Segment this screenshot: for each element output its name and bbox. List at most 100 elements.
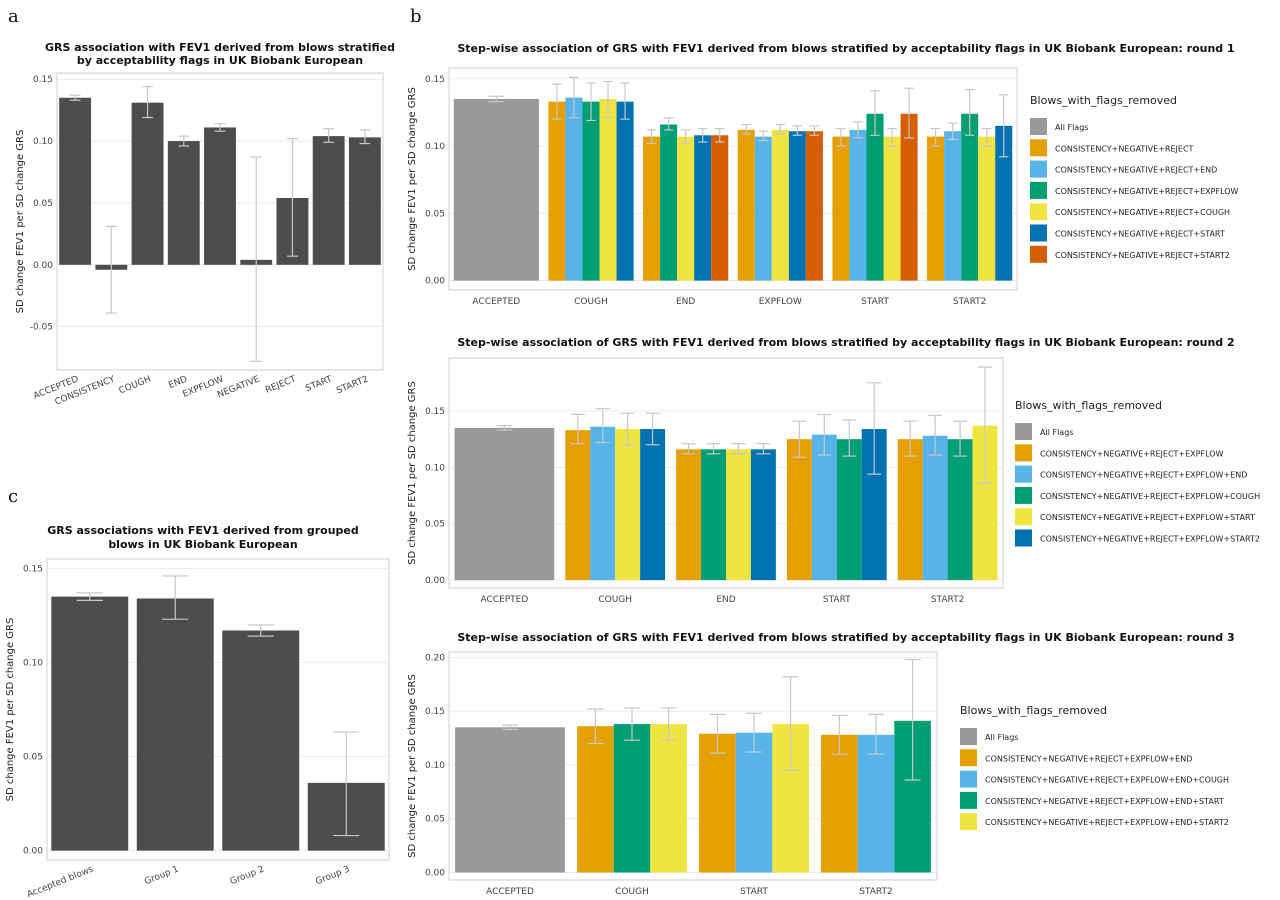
y-tick-label: 0.00 [425, 868, 445, 878]
bar [737, 129, 755, 281]
bar [805, 131, 823, 281]
bar [811, 434, 837, 581]
y-tick-label: 0.15 [33, 75, 53, 85]
bar [897, 439, 923, 581]
bar [866, 113, 884, 281]
bar [167, 141, 200, 265]
plot-panel [448, 67, 1018, 291]
bar [995, 125, 1013, 281]
legend-swatch [960, 728, 977, 745]
bar [944, 131, 962, 281]
panel-letter-b: b [410, 6, 422, 27]
x-tick-label: COUGH [118, 375, 153, 397]
bar [978, 136, 996, 281]
legend-entry: CONSISTENCY+NEGATIVE+REJECT+EXPFLOW+END+… [985, 797, 1224, 806]
bar [821, 734, 858, 873]
y-tick-label: 0.10 [425, 142, 445, 152]
bar [677, 136, 695, 281]
chart-b-round-3: 0.00 0.05 0.10 0.15 0.20 SD change FEV1 per S… [407, 631, 1235, 897]
legend-swatch [1015, 444, 1032, 462]
bar [222, 630, 300, 851]
bar [204, 127, 236, 265]
bar [565, 430, 591, 581]
bar [565, 97, 583, 281]
legend-entry: CONSISTENCY+NEGATIVE+REJECT+EXPFLOW+END+… [985, 776, 1229, 785]
bar [922, 435, 948, 581]
bar [582, 101, 600, 281]
x-tick-label: COUGH [574, 297, 608, 307]
bar [849, 129, 867, 281]
legend-swatch [1030, 203, 1047, 221]
legend-title: Blows_with_flags_removed [960, 704, 1107, 717]
y-tick-label: 0.05 [33, 199, 53, 209]
legend-title: Blows_with_flags_removed [1030, 94, 1177, 107]
bar [927, 136, 945, 281]
x-tick-label: COUGH [615, 887, 649, 897]
bar [883, 136, 901, 281]
chart-b-round-2: 0.00 0.05 0.10 0.15 SD change FEV1 per SD ch… [407, 336, 1260, 605]
chart-title: GRS associations with FEV1 derived from … [47, 524, 359, 537]
legend-swatch [960, 770, 977, 788]
chart-a: -0.05 0.00 0.05 0.10 0.15 SD change FEV1 per … [15, 41, 395, 408]
x-tick-label: START [740, 887, 768, 897]
bar [453, 98, 539, 281]
legend-swatch [1030, 118, 1047, 135]
legend-entry: All Flags [985, 733, 1018, 742]
y-tick-label: 0.10 [425, 761, 445, 771]
bar [961, 113, 979, 281]
x-tick-label: START [823, 595, 851, 605]
chart-c: 0.00 0.05 0.10 0.15 SD change FEV1 per SD ch… [5, 524, 390, 900]
bar [701, 449, 726, 581]
legend-swatch [1015, 465, 1032, 483]
bar [836, 439, 862, 581]
bar [455, 727, 565, 873]
legend-title: Blows_with_flags_removed [1015, 399, 1162, 412]
x-tick-label: Group 1 [143, 865, 180, 888]
bar [454, 427, 555, 581]
bar [548, 101, 566, 281]
bar [640, 429, 666, 581]
bar [577, 726, 614, 873]
x-tick-label: COUGH [598, 595, 632, 605]
bar [348, 137, 381, 265]
bar [650, 724, 687, 873]
x-tick-label: START2 [859, 887, 893, 897]
x-tick-label: REJECT [264, 374, 298, 395]
chart-b-round-1: 0.00 0.05 0.10 0.15 SD change FEV1 per SD ch… [407, 42, 1239, 307]
legend-entry: CONSISTENCY+NEGATIVE+REJECT+EXPFLOW [1040, 449, 1224, 458]
y-tick-label: 0.15 [425, 407, 445, 417]
bar [750, 449, 776, 581]
y-tick-label: 0.20 [425, 653, 445, 663]
x-tick-label: START [861, 297, 889, 307]
bar [51, 596, 129, 851]
legend-entry: CONSISTENCY+NEGATIVE+REJECT+START2 [1055, 251, 1230, 260]
bar [131, 102, 164, 265]
y-tick-label: 0.00 [23, 847, 43, 857]
legend-swatch [1030, 160, 1047, 178]
bar [660, 124, 678, 281]
legend-entry: CONSISTENCY+NEGATIVE+REJECT+EXPFLOW+STAR… [1040, 513, 1255, 522]
bar [947, 439, 973, 581]
legend-swatch [1015, 486, 1032, 504]
bar [726, 449, 751, 581]
bar [771, 129, 789, 281]
legend-entry: CONSISTENCY+NEGATIVE+REJECT+EXPFLOW+END+… [985, 818, 1229, 827]
y-axis-label: SD change FEV1 per SD change GRS [407, 674, 418, 858]
legend-entry: CONSISTENCY+NEGATIVE+REJECT+START [1055, 230, 1225, 239]
x-tick-label: EXPFLOW [759, 297, 802, 307]
x-tick-label: END [716, 595, 735, 605]
y-axis-label: SD change FEV1 per SD change GRS [407, 381, 418, 565]
legend-swatch [960, 813, 977, 831]
legend-entry: CONSISTENCY+NEGATIVE+REJECT+EXPFLOW+END [985, 754, 1192, 763]
x-tick-label: START2 [931, 595, 965, 605]
y-tick-label: 0.15 [425, 707, 445, 717]
chart-subtitle: by acceptability flags in UK Biobank Eur… [77, 54, 363, 67]
y-axis-label: SD change FEV1 per SD change GRS [5, 618, 16, 802]
x-tick-label: START2 [335, 375, 370, 397]
bar [613, 724, 651, 873]
y-tick-label: 0.05 [23, 753, 43, 763]
x-tick-label: ACCEPTED [481, 595, 529, 605]
y-tick-label: 0.10 [425, 463, 445, 473]
legend-swatch [1030, 224, 1047, 242]
chart-subtitle: blows in UK Biobank European [108, 538, 297, 551]
